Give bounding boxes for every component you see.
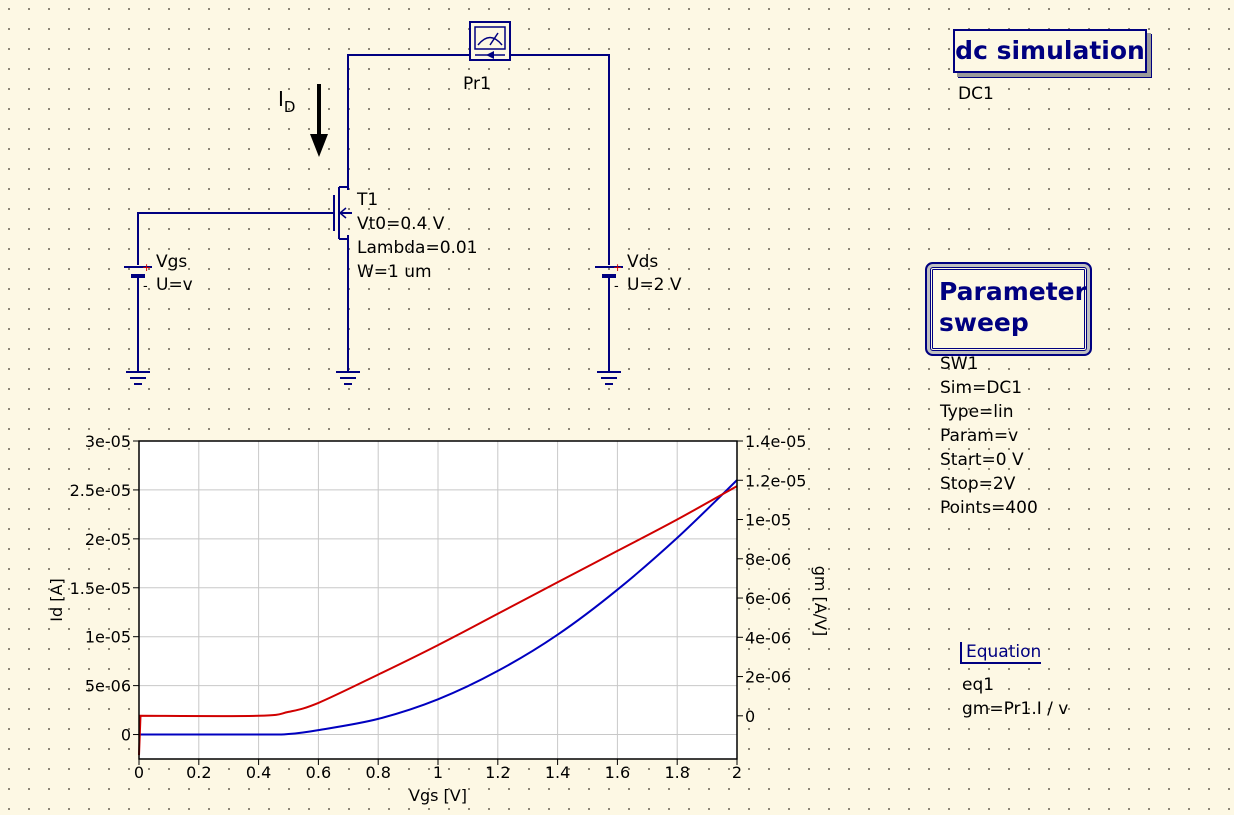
y-tick-label: 2.5e-05: [70, 481, 131, 500]
x-tick-label: 1.4: [545, 763, 570, 782]
vds-value: U=2 V: [627, 275, 682, 295]
mosfet-icon[interactable]: [333, 185, 352, 241]
x-tick-label: 0.2: [186, 763, 211, 782]
dc-simulation-name: DC1: [958, 84, 994, 104]
sweep-prop-type: Type=lin: [940, 402, 1014, 422]
x-tick-label: 0.6: [306, 763, 331, 782]
circuit-wires: [137, 54, 610, 372]
current-arrow-icon: [310, 84, 328, 157]
equation-block[interactable]: Equation: [960, 642, 1042, 664]
sweep-prop-start: Start=0 V: [940, 450, 1024, 470]
x-tick-label: 0: [134, 763, 144, 782]
x-tick-label: 1.8: [664, 763, 689, 782]
svg-text:-: -: [143, 279, 148, 294]
y2-tick-label: 1e-05: [745, 511, 791, 530]
x-axis-label: Vgs [V]: [409, 786, 467, 805]
vgs-name: Vgs: [156, 252, 187, 272]
sweep-prop-points: Points=400: [940, 498, 1038, 518]
equation-props: eq1 gm=Pr1.I / v: [962, 673, 1068, 721]
gm-series-line: [138, 485, 738, 756]
ground-icon[interactable]: [126, 371, 150, 385]
y2-tick-label: 1.2e-05: [745, 471, 806, 490]
y2-tick-label: 6e-06: [745, 589, 791, 608]
y-tick-label: 5e-06: [85, 677, 131, 696]
x-tick-label: 1: [433, 763, 443, 782]
y2-axis-label: gm [A/V]: [811, 566, 830, 637]
vds-name: Vds: [627, 252, 658, 272]
sweep-prop-sim: Sim=DC1: [940, 378, 1023, 398]
y2-tick-label: 0: [745, 707, 755, 726]
sweep-prop-param: Param=v: [940, 426, 1019, 446]
x-tick-label: 1.6: [605, 763, 630, 782]
x-tick-label: 0.4: [246, 763, 271, 782]
equation-name: eq1: [962, 675, 995, 695]
y2-tick-label: 4e-06: [745, 628, 791, 647]
y2-tick-label: 2e-06: [745, 668, 791, 687]
id-series-line: [138, 479, 738, 736]
vgs-value: U=v: [156, 275, 193, 295]
current-label: ID: [278, 87, 295, 116]
parameter-sweep-title-1: Parameter: [939, 277, 1087, 306]
dc-simulation-title: dc simulation: [955, 36, 1145, 65]
sweep-prop-name: SW1: [940, 354, 979, 374]
parameter-sweep-props: SW1 Sim=DC1 Type=lin Param=v Start=0 V S…: [940, 352, 1038, 520]
probe-label: Pr1: [463, 74, 491, 94]
y2-tick-label: 8e-06: [745, 550, 791, 569]
id-gm-chart[interactable]: 0 0.2 0.4 0.6 0.8 1 1.2 1.4 1.6 1.8 2 0 5e-06 1e-05 1.…: [70, 432, 807, 782]
vds-source-icon[interactable]: + -: [595, 243, 623, 299]
svg-text:+: +: [613, 261, 622, 274]
x-tick-label: 1.2: [485, 763, 510, 782]
y-tick-label: 1e-05: [85, 628, 131, 647]
x-tick-label: 2: [732, 763, 742, 782]
y-axis-label: Id [A]: [47, 578, 66, 621]
parameter-sweep-title-2: sweep: [939, 308, 1029, 337]
transistor-name: T1: [356, 190, 378, 210]
dc-simulation-block[interactable]: dc simulation: [953, 29, 1147, 73]
x-tick-label: 0.8: [365, 763, 390, 782]
sweep-prop-stop: Stop=2V: [940, 474, 1016, 494]
transistor-param-vt0: Vt0=0.4 V: [357, 214, 445, 234]
parameter-sweep-block[interactable]: Parameter sweep: [930, 267, 1087, 351]
equation-expression: gm=Pr1.I / v: [962, 699, 1069, 719]
vgs-source-icon[interactable]: + -: [124, 243, 152, 299]
transistor-param-w: W=1 um: [357, 262, 432, 282]
y-tick-label: 0: [121, 726, 131, 745]
y-tick-label: 2e-05: [85, 530, 131, 549]
svg-text:-: -: [614, 279, 619, 294]
ground-icon[interactable]: [597, 371, 621, 385]
y-tick-label: 3e-05: [85, 432, 131, 451]
y2-tick-label: 1.4e-05: [745, 432, 806, 451]
ground-icon[interactable]: [336, 371, 360, 385]
y-tick-label: 1.5e-05: [70, 579, 131, 598]
transistor-param-lambda: Lambda=0.01: [357, 238, 478, 258]
current-probe-icon[interactable]: [469, 21, 511, 61]
svg-text:+: +: [142, 261, 151, 274]
